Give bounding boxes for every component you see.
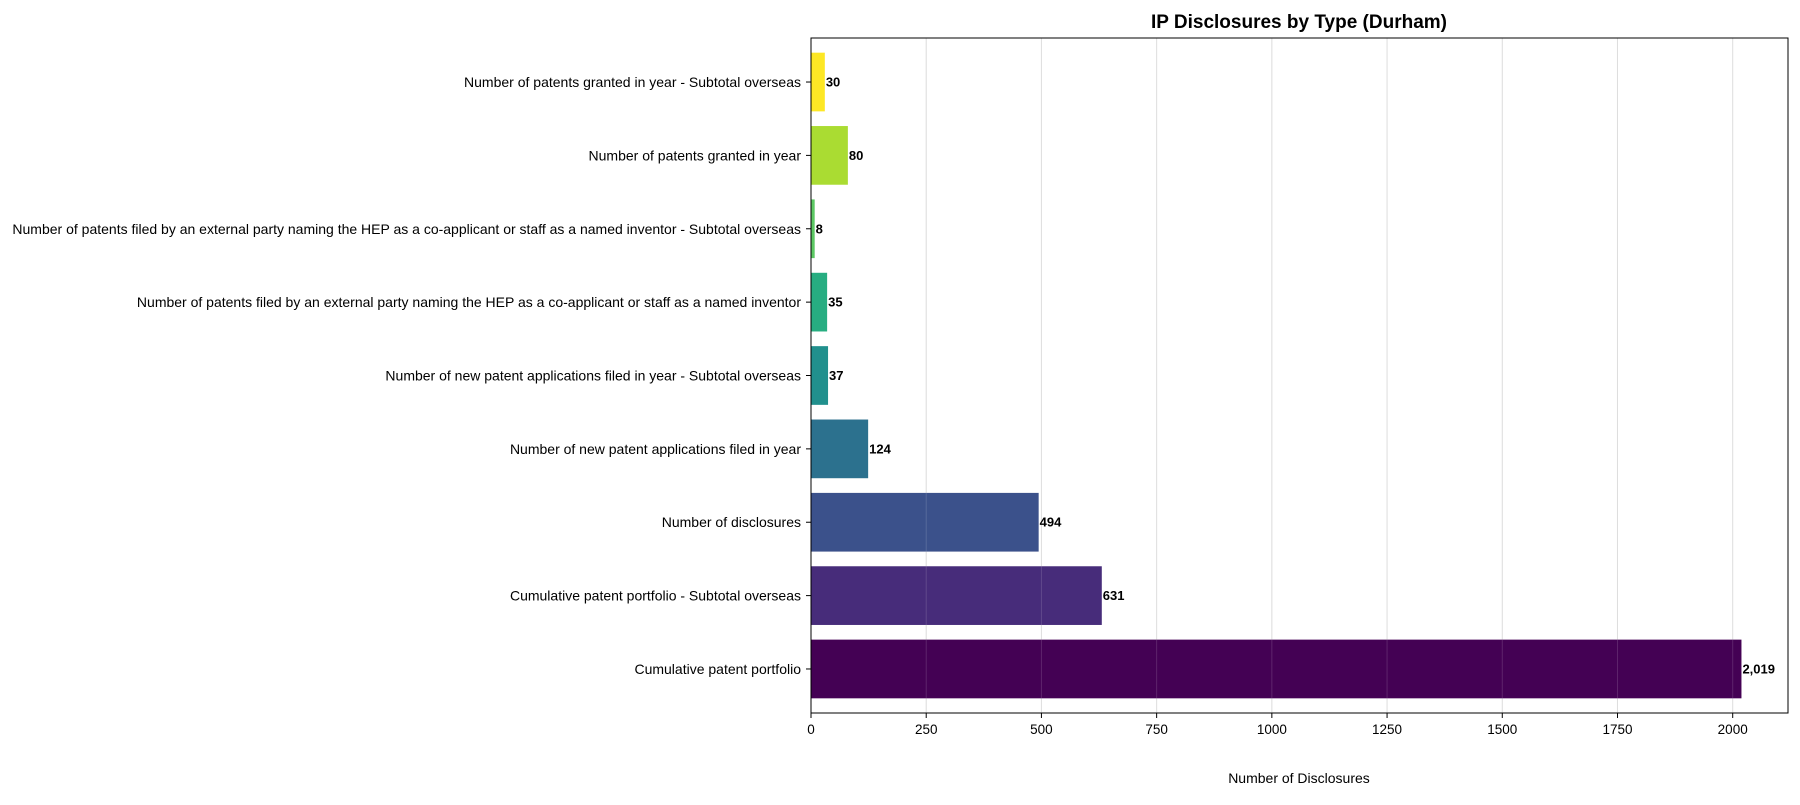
data-labels: 2,019 631 494 124 37 35 8 80 30 [816,75,1775,677]
bar [811,346,829,405]
data-label: 80 [849,148,863,163]
data-label: 631 [1103,588,1125,603]
x-tick-label: 1000 [1257,722,1287,737]
bar [811,199,815,259]
x-tick-label: 250 [915,722,938,737]
x-tick-label: 2000 [1718,722,1748,737]
category-label: Number of new patent applications filed … [510,441,801,457]
category-labels: Cumulative patent portfolio Cumulative pa… [12,74,811,677]
x-tick-label: 1250 [1372,722,1402,737]
data-label: 30 [826,75,840,90]
x-tick-label: 500 [1030,722,1053,737]
bar [811,272,828,332]
data-label: 35 [828,295,842,310]
bar [811,566,1102,625]
bar [811,639,1742,699]
category-label: Number of patents filed by an external p… [137,294,801,310]
bar [811,419,869,479]
category-label: Number of patents granted in year [589,147,802,163]
bar [811,126,848,185]
x-tick-label: 0 [807,722,815,737]
x-axis-title: Number of Disclosures [1228,770,1370,786]
x-tick-label: 750 [1145,722,1168,737]
category-label: Number of patents granted in year - Subt… [464,74,801,90]
chart-title: IP Disclosures by Type (Durham) [1151,12,1447,33]
x-axis-ticks: 0 250 500 750 1000 1250 1500 1750 2000 [807,713,1748,737]
data-label: 2,019 [1742,661,1775,676]
x-tick-label: 1500 [1487,722,1517,737]
category-label: Number of disclosures [662,514,801,530]
bar [811,492,1039,552]
category-label: Number of patents filed by an external p… [12,221,801,237]
category-label: Cumulative patent portfolio - Subtotal o… [510,588,801,604]
category-label: Cumulative patent portfolio [634,661,801,677]
data-label: 494 [1040,515,1062,530]
data-label: 37 [829,368,843,383]
x-tick-label: 1750 [1602,722,1632,737]
bars [811,52,1742,699]
bar [811,52,825,112]
category-label: Number of new patent applications filed … [385,368,801,384]
data-label: 8 [816,221,823,236]
data-label: 124 [869,441,891,456]
